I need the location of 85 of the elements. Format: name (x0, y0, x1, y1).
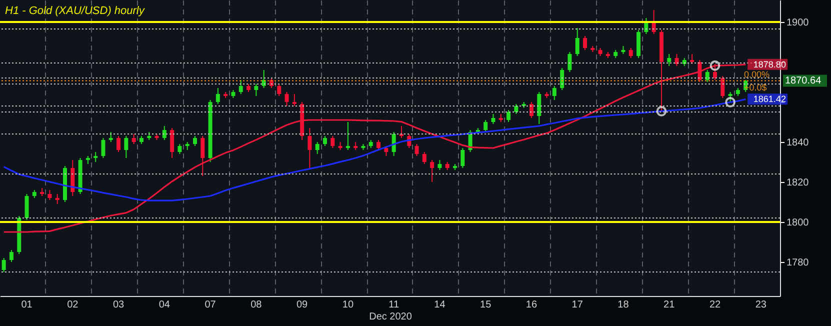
candlestick (308, 128, 312, 168)
x-tick-label: 11 (388, 300, 400, 310)
candlestick (506, 110, 511, 122)
candlestick (101, 138, 106, 158)
x-tick-label: 14 (434, 300, 446, 310)
candlestick (277, 84, 282, 96)
candlestick (636, 30, 641, 58)
x-tick-label: 09 (296, 300, 308, 310)
candlestick (2, 258, 6, 272)
x-tick-label: 04 (158, 300, 170, 310)
y-tick-label: 1800 (786, 218, 810, 228)
candlestick (124, 136, 128, 158)
candlestick (346, 122, 350, 150)
x-tick-label: 18 (618, 300, 630, 310)
candlestick (9, 250, 14, 262)
y-tick-label: 1840 (786, 138, 810, 148)
candlestick (628, 48, 633, 58)
candlestick (284, 92, 289, 106)
y-tick-label: 1900 (786, 18, 810, 28)
candlestick (94, 152, 98, 162)
x-tick-label: 07 (204, 300, 216, 310)
candlestick (384, 146, 388, 156)
candlestick (568, 52, 572, 72)
candlestick (422, 152, 426, 164)
x-tick-label: 10 (342, 300, 354, 310)
candlestick (690, 54, 694, 64)
annotation: 0.00% (744, 70, 770, 80)
candlestick (330, 136, 335, 148)
y-tick-label: 1820 (786, 178, 810, 188)
candlestick (430, 160, 434, 182)
candlestick (24, 194, 29, 220)
candlestick (315, 142, 320, 154)
candlestick (491, 114, 496, 124)
data-label: 1878.80 (753, 59, 786, 70)
x-axis-title: Dec 2020 (369, 312, 412, 322)
candlestick (575, 28, 580, 56)
x-tick-label: 16 (526, 300, 538, 310)
x-tick-label: 08 (250, 300, 262, 310)
point (656, 106, 667, 116)
point (725, 97, 736, 108)
ref-line-label: 1870.64 (785, 76, 822, 87)
candlestick (460, 148, 465, 168)
candlestick (728, 92, 732, 102)
candlestick (162, 126, 166, 140)
line-series (3, 98, 746, 202)
x-tick-label: 01 (21, 300, 33, 310)
point (710, 60, 720, 71)
candlestick (438, 160, 442, 170)
candlestick (200, 136, 205, 176)
candlestick (537, 92, 542, 124)
candlestick (108, 132, 113, 142)
x-tick-label: 22 (709, 300, 721, 310)
candlestick (323, 136, 327, 146)
candlestick (583, 36, 587, 50)
candlestick (720, 76, 725, 98)
data-label: 1861.42 (753, 94, 786, 104)
x-tick-label: 15 (480, 300, 492, 310)
candlestick (116, 136, 121, 152)
candlestick (216, 88, 220, 104)
candlestick (552, 86, 556, 100)
x-tick-label: 02 (67, 300, 79, 310)
chart-title: H1 - Gold (XAU/USD) hourly (5, 5, 146, 17)
candlestick (238, 80, 243, 94)
candlestick (178, 144, 182, 154)
candlestick (674, 54, 679, 66)
candlestick (55, 194, 60, 204)
x-tick-label: 23 (755, 300, 767, 310)
candlestick (48, 190, 52, 200)
candlestick (132, 134, 136, 144)
candlestick (70, 160, 75, 196)
candlestick (193, 136, 197, 146)
candlestick (170, 128, 174, 158)
x-tick-label: 17 (572, 300, 584, 310)
candlestick (667, 54, 672, 66)
y-tick-label: 1780 (786, 258, 810, 268)
candlestick (484, 120, 488, 132)
candlestick (292, 94, 296, 106)
candlestick (414, 144, 419, 156)
candlestick (514, 104, 518, 114)
candlestick (254, 84, 258, 96)
x-tick-label: 03 (112, 300, 125, 310)
candlestick (399, 126, 404, 138)
x-tick-label: 21 (664, 300, 676, 310)
candlestick (376, 140, 381, 150)
candlestick (705, 70, 710, 82)
